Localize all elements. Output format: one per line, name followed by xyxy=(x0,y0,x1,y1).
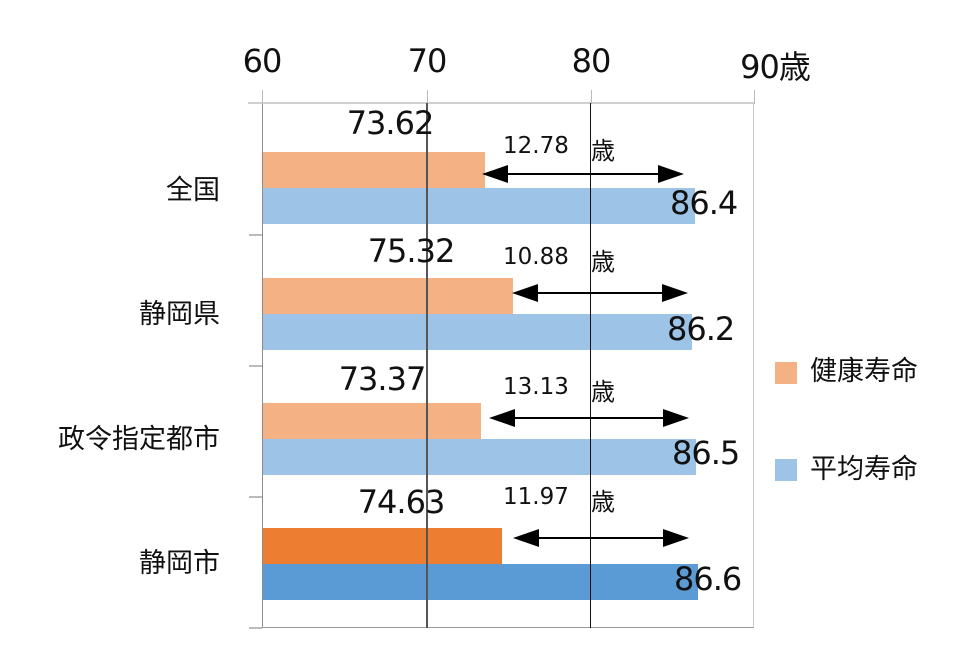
avg-value-label: 86.4 xyxy=(670,184,738,222)
gap-value-label: 10.88 xyxy=(503,244,569,270)
avg-value-label: 86.2 xyxy=(667,310,735,348)
x-axis-line xyxy=(248,102,754,104)
bar-health-designated-cities xyxy=(263,403,481,439)
bar-avg-shizuoka-pref xyxy=(263,314,692,350)
avg-value-label: 86.6 xyxy=(674,560,742,598)
avg-value-label: 86.5 xyxy=(672,434,740,472)
health-value-label: 74.63 xyxy=(357,483,446,521)
gap-unit-label: 歳 xyxy=(591,248,615,276)
x-tick-90: 90歳 xyxy=(740,48,811,86)
health-value-label: 73.37 xyxy=(338,360,427,398)
health-value-label: 75.32 xyxy=(367,232,456,270)
gridline-80 xyxy=(590,103,592,628)
category-tick xyxy=(249,365,262,367)
category-tick xyxy=(249,234,262,236)
legend-swatch-avg xyxy=(775,459,797,481)
axis-tick xyxy=(427,90,428,104)
category-tick xyxy=(249,627,262,629)
bar-avg-national xyxy=(263,188,695,224)
bar-health-shizuoka-city xyxy=(263,528,502,564)
category-tick xyxy=(249,496,262,498)
double-arrow-icon xyxy=(482,165,684,183)
category-label-shizuoka-city: 静岡市 xyxy=(139,548,220,579)
axis-tick xyxy=(591,90,592,104)
x-tick-70: 70 xyxy=(407,42,448,80)
gap-value-label: 13.13 xyxy=(503,374,569,400)
category-label-national: 全国 xyxy=(166,175,220,206)
category-label-shizuoka-pref: 静岡県 xyxy=(139,299,220,330)
axis-tick xyxy=(754,90,755,104)
legend-label-avg: 平均寿命 xyxy=(810,454,918,485)
bar-avg-shizuoka-city xyxy=(263,564,698,600)
health-value-label: 73.62 xyxy=(346,104,435,142)
legend-label-health: 健康寿命 xyxy=(810,356,918,387)
axis-tick xyxy=(262,90,263,104)
gap-value-label: 12.78 xyxy=(503,133,569,159)
gap-unit-label: 歳 xyxy=(591,378,615,406)
gridline-70 xyxy=(426,103,428,628)
double-arrow-icon xyxy=(512,284,688,302)
legend-swatch-health xyxy=(775,362,797,384)
gap-value-label: 11.97 xyxy=(503,484,569,510)
gap-unit-label: 歳 xyxy=(591,488,615,516)
gap-unit-label: 歳 xyxy=(591,137,615,165)
bar-health-national xyxy=(263,152,485,188)
double-arrow-icon xyxy=(513,529,689,547)
bar-health-shizuoka-pref xyxy=(263,278,513,314)
bar-avg-designated-cities xyxy=(263,439,696,475)
plot-area xyxy=(262,103,754,628)
double-arrow-icon xyxy=(489,409,689,427)
x-tick-80: 80 xyxy=(571,42,612,80)
x-tick-60: 60 xyxy=(242,42,283,80)
category-label-designated-cities: 政令指定都市 xyxy=(58,424,220,455)
